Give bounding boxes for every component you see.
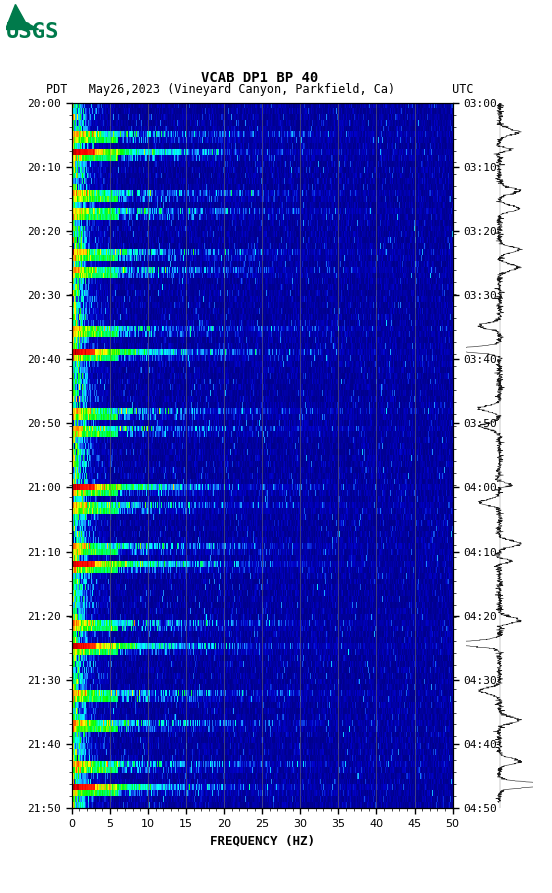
Text: VCAB DP1 BP 40: VCAB DP1 BP 40 — [201, 71, 318, 85]
Polygon shape — [6, 4, 39, 29]
Text: USGS: USGS — [6, 22, 59, 42]
Text: PDT   May26,2023 (Vineyard Canyon, Parkfield, Ca)        UTC: PDT May26,2023 (Vineyard Canyon, Parkfie… — [46, 83, 473, 96]
X-axis label: FREQUENCY (HZ): FREQUENCY (HZ) — [210, 834, 315, 847]
